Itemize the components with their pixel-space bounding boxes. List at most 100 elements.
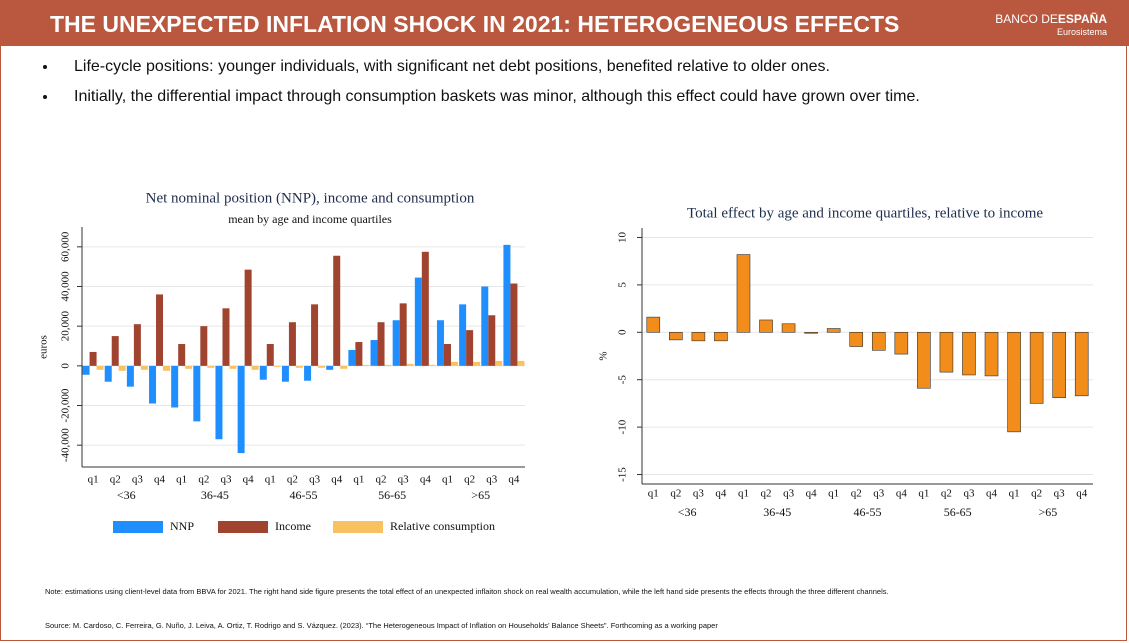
bar	[406, 363, 414, 366]
bar	[178, 344, 186, 366]
group-label: 36-45	[763, 505, 791, 519]
chart-title: Total effect by age and income quartiles…	[687, 205, 1043, 221]
bar	[399, 303, 407, 366]
legend-label: Relative consumption	[390, 519, 495, 533]
y-tick-label: -20,000	[60, 388, 72, 422]
bar	[333, 255, 341, 366]
legend-swatch	[218, 521, 268, 533]
bar	[295, 365, 303, 368]
x-tick-label: q2	[670, 488, 681, 500]
bar	[229, 365, 237, 369]
bar	[185, 365, 193, 369]
x-tick-label: q1	[442, 474, 453, 486]
x-tick-label: q1	[918, 488, 929, 500]
bar	[266, 344, 274, 366]
bar	[646, 316, 661, 333]
bar	[517, 360, 525, 366]
bar	[259, 365, 267, 380]
bar	[355, 342, 363, 366]
bar	[200, 326, 208, 366]
bar	[436, 320, 444, 366]
x-tick-label: q2	[761, 488, 772, 500]
y-tick-label: 5	[617, 282, 629, 288]
chart-title: Net nominal position (NNP), income and c…	[146, 190, 475, 206]
x-tick-label: q4	[420, 474, 432, 486]
x-tick-label: q1	[176, 474, 187, 486]
x-tick-label: q1	[265, 474, 276, 486]
bar	[244, 269, 252, 366]
y-tick-label: 20,000	[60, 311, 72, 342]
bar	[340, 365, 348, 369]
y-tick-label: 60,000	[60, 231, 72, 262]
bar	[510, 283, 518, 366]
bar	[1029, 331, 1044, 404]
x-tick-label: q3	[1054, 488, 1066, 500]
x-tick-label: q4	[154, 474, 166, 486]
bar	[1052, 331, 1066, 399]
bar	[104, 365, 112, 382]
x-tick-label: q2	[941, 488, 952, 500]
bar	[207, 365, 215, 368]
x-tick-label: q4	[508, 474, 520, 486]
bar	[237, 365, 245, 454]
x-tick-label: q2	[1031, 488, 1042, 500]
bullet: Life-cycle positions: younger individual…	[58, 58, 1128, 76]
bullets: Life-cycle positions: younger individual…	[40, 58, 1128, 118]
x-tick-label: q4	[806, 488, 818, 500]
x-tick-label: q2	[376, 474, 387, 486]
x-tick-label: q2	[851, 488, 862, 500]
bar	[804, 331, 818, 334]
bar	[111, 336, 119, 366]
bar	[163, 365, 171, 371]
bar	[871, 331, 886, 351]
bar	[288, 322, 296, 366]
group-label: 36-45	[201, 488, 229, 502]
x-tick-label: q4	[986, 488, 998, 500]
bar	[251, 365, 259, 370]
y-axis-title: %	[598, 351, 610, 360]
bar	[894, 331, 909, 355]
bar	[495, 360, 503, 366]
x-tick-label: q4	[1076, 488, 1088, 500]
group-label: 46-55	[290, 488, 318, 502]
bar	[377, 322, 385, 366]
x-tick-label: q3	[873, 488, 885, 500]
x-tick-label: q4	[331, 474, 343, 486]
bar	[691, 331, 706, 342]
y-axis-title: euros	[38, 335, 50, 359]
x-tick-label: q1	[648, 488, 659, 500]
bar	[428, 364, 436, 366]
x-tick-label: q2	[110, 474, 121, 486]
bar	[781, 323, 796, 333]
bar	[481, 286, 489, 366]
bar	[503, 244, 511, 366]
bar	[193, 365, 201, 422]
bar	[421, 251, 429, 366]
x-tick-label: q1	[353, 474, 364, 486]
y-tick-label: 10	[617, 231, 629, 243]
header: THE UNEXPECTED INFLATION SHOCK IN 2021: …	[0, 0, 1129, 46]
y-tick-label: -5	[617, 375, 629, 385]
bar	[362, 364, 370, 366]
x-tick-label: q2	[287, 474, 298, 486]
x-tick-label: q3	[693, 488, 705, 500]
logo-sub: Eurosistema	[1056, 27, 1107, 37]
x-tick-label: q4	[243, 474, 255, 486]
title: THE UNEXPECTED INFLATION SHOCK IN 2021: …	[50, 11, 900, 37]
bar	[939, 331, 954, 373]
x-tick-label: q3	[486, 474, 498, 486]
bar	[140, 365, 148, 370]
bar	[384, 364, 392, 366]
x-tick-label: q4	[715, 488, 727, 500]
logo: BANCO DEESPAÑA Eurosistema	[995, 12, 1107, 37]
bar	[370, 340, 378, 366]
bar	[118, 365, 126, 371]
x-tick-label: q3	[309, 474, 321, 486]
legend-swatch	[113, 521, 163, 533]
bar	[962, 331, 976, 376]
y-tick-label: -10	[617, 419, 629, 434]
group-label: 46-55	[854, 505, 882, 519]
bar	[89, 351, 97, 366]
bar	[392, 320, 400, 366]
bar	[826, 328, 841, 333]
